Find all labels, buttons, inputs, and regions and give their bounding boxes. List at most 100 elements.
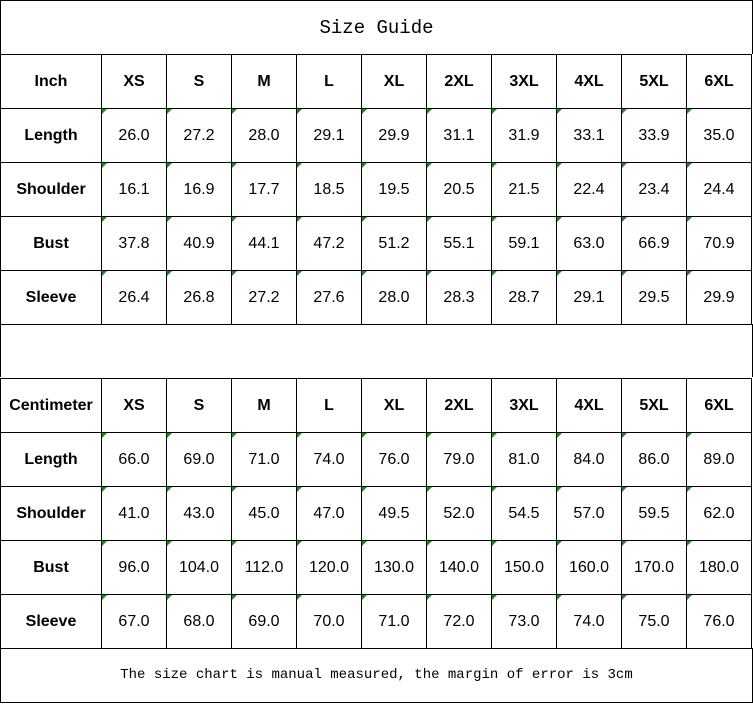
- measurement-value: 104.0: [166, 540, 232, 595]
- table-row: Shoulder 16.1 16.9 17.7 18.5 19.5 20.5 21.5 22.4…: [0, 162, 752, 217]
- size-header: 6XL: [686, 378, 752, 433]
- measurement-value: 47.2: [296, 216, 362, 271]
- measurement-label: Shoulder: [0, 162, 102, 217]
- measurement-value: 49.5: [361, 486, 427, 541]
- measurement-value: 44.1: [231, 216, 297, 271]
- measurement-value: 28.3: [426, 270, 492, 325]
- measurement-value: 28.0: [231, 108, 297, 163]
- measurement-value: 40.9: [166, 216, 232, 271]
- measurement-value: 37.8: [101, 216, 167, 271]
- measurement-value: 150.0: [491, 540, 557, 595]
- size-header: 6XL: [686, 54, 752, 109]
- measurement-label: Bust: [0, 540, 102, 595]
- measurement-value: 74.0: [556, 594, 622, 649]
- measurement-value: 71.0: [231, 432, 297, 487]
- size-header: 5XL: [621, 54, 687, 109]
- measurement-value: 18.5: [296, 162, 362, 217]
- measurement-value: 22.4: [556, 162, 622, 217]
- measurement-value: 28.7: [491, 270, 557, 325]
- measurement-value: 19.5: [361, 162, 427, 217]
- size-header: S: [166, 378, 232, 433]
- table-row: Length 66.0 69.0 71.0 74.0 76.0 79.0 81.0 84.0 86…: [0, 432, 752, 487]
- measurement-value: 160.0: [556, 540, 622, 595]
- measurement-value: 33.1: [556, 108, 622, 163]
- measurement-value: 84.0: [556, 432, 622, 487]
- size-header: 3XL: [491, 54, 557, 109]
- measurement-value: 62.0: [686, 486, 752, 541]
- measurement-value: 180.0: [686, 540, 752, 595]
- size-header: L: [296, 54, 362, 109]
- measurement-value: 66.0: [101, 432, 167, 487]
- size-header: S: [166, 54, 232, 109]
- measurement-value: 59.5: [621, 486, 687, 541]
- measurement-value: 29.5: [621, 270, 687, 325]
- measurement-value: 140.0: [426, 540, 492, 595]
- measurement-value: 96.0: [101, 540, 167, 595]
- measurement-label: Bust: [0, 216, 102, 271]
- size-header: XL: [361, 54, 427, 109]
- size-header: M: [231, 378, 297, 433]
- header-row: Centimeter XS S M L XL 2XL 3XL 4XL 5XL 6XL: [0, 378, 752, 433]
- measurement-label: Shoulder: [0, 486, 102, 541]
- measurement-value: 67.0: [101, 594, 167, 649]
- measurement-value: 29.9: [686, 270, 752, 325]
- table-row: Length 26.0 27.2 28.0 29.1 29.9 31.1 31.9 33.1 33…: [0, 108, 752, 163]
- measurement-value: 89.0: [686, 432, 752, 487]
- measurement-value: 63.0: [556, 216, 622, 271]
- measurement-label: Sleeve: [0, 594, 102, 649]
- measurement-value: 69.0: [166, 432, 232, 487]
- table-row: Sleeve 67.0 68.0 69.0 70.0 71.0 72.0 73.0 74.0 75…: [0, 594, 752, 649]
- table-row: Bust 96.0 104.0 112.0 120.0 130.0 140.0 150.0 16…: [0, 540, 752, 595]
- table-row: Bust 37.8 40.9 44.1 47.2 51.2 55.1 59.1 63.0 66.9…: [0, 216, 752, 271]
- measurement-value: 70.0: [296, 594, 362, 649]
- measurement-value: 55.1: [426, 216, 492, 271]
- measurement-value: 79.0: [426, 432, 492, 487]
- size-header: 5XL: [621, 378, 687, 433]
- unit-header: Centimeter: [0, 378, 102, 433]
- size-header: M: [231, 54, 297, 109]
- measurement-value: 27.6: [296, 270, 362, 325]
- measurement-value: 68.0: [166, 594, 232, 649]
- measurement-value: 26.4: [101, 270, 167, 325]
- size-header: 2XL: [426, 378, 492, 433]
- measurement-value: 57.0: [556, 486, 622, 541]
- measurement-value: 70.9: [686, 216, 752, 271]
- table-row: Shoulder 41.0 43.0 45.0 47.0 49.5 52.0 54.5 57.0…: [0, 486, 752, 541]
- centimeter-size-table: Centimeter XS S M L XL 2XL 3XL 4XL 5XL 6XL Length 66…: [0, 378, 752, 649]
- measurement-value: 24.4: [686, 162, 752, 217]
- table-row: Sleeve 26.4 26.8 27.2 27.6 28.0 28.3 28.7 29.1 29…: [0, 270, 752, 325]
- measurement-value: 31.9: [491, 108, 557, 163]
- measurement-value: 73.0: [491, 594, 557, 649]
- measurement-value: 31.1: [426, 108, 492, 163]
- header-row: Inch XS S M L XL 2XL 3XL 4XL 5XL 6XL: [0, 54, 752, 109]
- size-header: 2XL: [426, 54, 492, 109]
- size-header: XL: [361, 378, 427, 433]
- measurement-value: 45.0: [231, 486, 297, 541]
- measurement-value: 35.0: [686, 108, 752, 163]
- measurement-value: 29.9: [361, 108, 427, 163]
- measurement-value: 41.0: [101, 486, 167, 541]
- measurement-value: 20.5: [426, 162, 492, 217]
- measurement-label: Sleeve: [0, 270, 102, 325]
- measurement-value: 16.9: [166, 162, 232, 217]
- measurement-value: 76.0: [686, 594, 752, 649]
- measurement-value: 74.0: [296, 432, 362, 487]
- size-header: L: [296, 378, 362, 433]
- measurement-value: 26.0: [101, 108, 167, 163]
- measurement-value: 72.0: [426, 594, 492, 649]
- table-spacer: [0, 324, 753, 377]
- measurement-value: 170.0: [621, 540, 687, 595]
- measurement-value: 33.9: [621, 108, 687, 163]
- measurement-value: 120.0: [296, 540, 362, 595]
- measurement-value: 27.2: [166, 108, 232, 163]
- measurement-value: 71.0: [361, 594, 427, 649]
- measurement-value: 54.5: [491, 486, 557, 541]
- measurement-value: 52.0: [426, 486, 492, 541]
- measurement-label: Length: [0, 108, 102, 163]
- size-header: 3XL: [491, 378, 557, 433]
- measurement-value: 66.9: [621, 216, 687, 271]
- size-header: XS: [101, 378, 167, 433]
- measurement-value: 112.0: [231, 540, 297, 595]
- measurement-value: 28.0: [361, 270, 427, 325]
